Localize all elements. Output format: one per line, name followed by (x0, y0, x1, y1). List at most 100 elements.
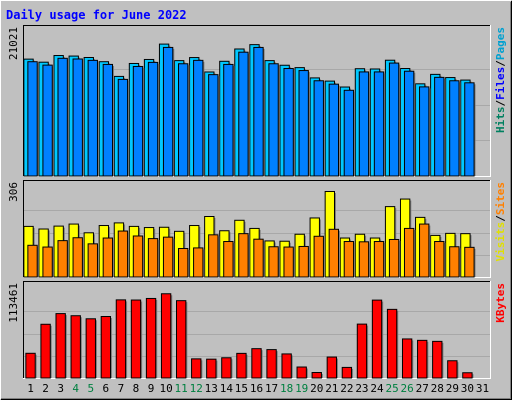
panel-bottom: 113461 KBytes (7, 281, 507, 379)
x-tick-label: 24 (370, 382, 384, 395)
x-tick-label: 14 (220, 382, 234, 395)
bar-sites-day-26 (403, 227, 415, 278)
bar-kbytes-day-9 (145, 297, 157, 379)
x-tick-label: 5 (87, 382, 94, 395)
bar-kbytes-day-25 (386, 308, 398, 379)
x-tick-label: 27 (416, 382, 429, 395)
bar-files-day-13 (208, 74, 219, 177)
bar-sites-day-5 (87, 243, 98, 278)
bar-files-day-15 (238, 51, 249, 177)
bar-kbytes-day-10 (160, 293, 172, 379)
bar-kbytes-day-8 (130, 299, 142, 379)
bar-kbytes-day-6 (100, 316, 112, 379)
bar-sites-day-29 (449, 246, 460, 278)
bar-kbytes-day-27 (417, 339, 428, 379)
bar-sites-day-11 (178, 247, 189, 278)
bar-files-day-9 (147, 61, 159, 177)
legend-item: Files (494, 67, 507, 100)
x-tick-label: 15 (235, 382, 248, 395)
bar-sites-day-7 (117, 230, 129, 278)
bar-kbytes-day-13 (206, 358, 217, 379)
bar-files-day-8 (132, 65, 144, 177)
x-tick-label: 9 (148, 382, 155, 395)
x-tick-label: 13 (205, 382, 218, 395)
y-max-label: 21021 (7, 27, 20, 60)
bar-files-day-2 (42, 64, 53, 177)
bar-kbytes-day-17 (266, 349, 277, 379)
bar-files-day-22 (343, 89, 355, 177)
x-tick-label: 20 (310, 382, 323, 395)
x-tick-label: 19 (295, 382, 308, 395)
bar-sites-day-6 (102, 237, 114, 278)
bar-kbytes-day-16 (251, 348, 262, 379)
bar-sites-day-13 (208, 234, 219, 278)
bar-files-day-19 (298, 70, 309, 177)
bar-files-day-30 (464, 82, 475, 177)
x-tick-label: 21 (325, 382, 338, 395)
panel-mid: 306 Visits/Sites (7, 180, 507, 278)
bar-kbytes-day-20 (311, 372, 322, 379)
bar-sites-day-28 (434, 241, 445, 278)
x-tick-label: 28 (431, 382, 444, 395)
x-tick-label: 31 (476, 382, 489, 395)
bar-kbytes-day-1 (25, 352, 36, 379)
bar-sites-day-4 (72, 237, 83, 278)
bar-sites-day-22 (343, 241, 355, 278)
legend-separator: / (494, 215, 507, 222)
bar-files-day-21 (328, 83, 339, 177)
bar-kbytes-day-28 (432, 340, 443, 379)
panel-top: 21021 Hits/Files/Pages (7, 25, 507, 177)
bar-sites-day-8 (132, 235, 144, 278)
x-tick-label: 11 (175, 382, 188, 395)
x-tick-label: 17 (265, 382, 278, 395)
legend-bottom: KBytes (494, 283, 507, 323)
bar-sites-day-10 (162, 236, 174, 278)
x-tick-label: 29 (446, 382, 459, 395)
bar-sites-day-23 (358, 241, 370, 278)
bar-files-day-12 (193, 59, 204, 177)
bar-files-day-24 (373, 71, 385, 177)
x-tick-label: 2 (42, 382, 49, 395)
bar-files-day-23 (358, 71, 370, 177)
bar-files-day-26 (403, 70, 415, 177)
bar-files-day-16 (253, 46, 264, 177)
legend-item: KBytes (494, 283, 507, 323)
bar-files-day-28 (434, 76, 445, 177)
bar-kbytes-day-22 (341, 366, 353, 379)
legend-top: Hits/Files/Pages (494, 27, 507, 133)
bar-sites-day-30 (464, 246, 475, 278)
bar-sites-day-1 (27, 244, 38, 278)
bar-sites-day-9 (147, 238, 159, 278)
legend-separator: / (494, 60, 507, 67)
bar-kbytes-day-3 (55, 313, 66, 379)
bar-sites-day-24 (373, 241, 385, 278)
bar-sites-day-14 (223, 241, 234, 278)
x-tick-label: 4 (72, 382, 79, 395)
bar-kbytes-day-21 (326, 356, 337, 379)
bar-sites-day-19 (298, 245, 309, 278)
bar-files-day-4 (72, 58, 83, 177)
bar-kbytes-day-15 (236, 352, 247, 379)
legend-mid: Visits/Sites (494, 182, 507, 262)
x-tick-label: 6 (103, 382, 110, 395)
bar-files-day-1 (27, 61, 38, 177)
bar-sites-day-18 (283, 246, 294, 278)
x-tick-label: 18 (280, 382, 293, 395)
bar-kbytes-day-19 (296, 366, 307, 379)
bar-kbytes-day-24 (371, 299, 383, 379)
bar-kbytes-day-26 (401, 338, 413, 379)
bar-kbytes-day-29 (447, 360, 458, 379)
bar-kbytes-day-4 (70, 315, 81, 379)
bar-sites-day-17 (268, 246, 279, 278)
bar-files-day-11 (178, 63, 189, 177)
x-tick-label: 22 (340, 382, 353, 395)
bar-sites-day-21 (328, 228, 339, 278)
bar-files-day-6 (102, 63, 114, 177)
bar-files-day-17 (268, 63, 279, 177)
x-tick-label: 10 (159, 382, 172, 395)
bar-kbytes-day-7 (115, 299, 127, 379)
y-max-label: 306 (7, 182, 20, 202)
legend-item: Visits (494, 222, 507, 262)
